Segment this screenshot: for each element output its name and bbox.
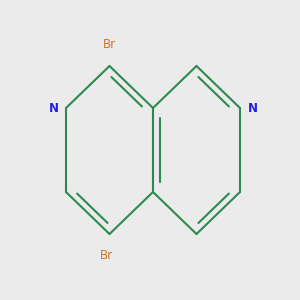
Text: N: N bbox=[49, 101, 58, 115]
Text: N: N bbox=[248, 101, 257, 115]
Text: Br: Br bbox=[100, 249, 113, 262]
Text: Br: Br bbox=[103, 38, 116, 51]
